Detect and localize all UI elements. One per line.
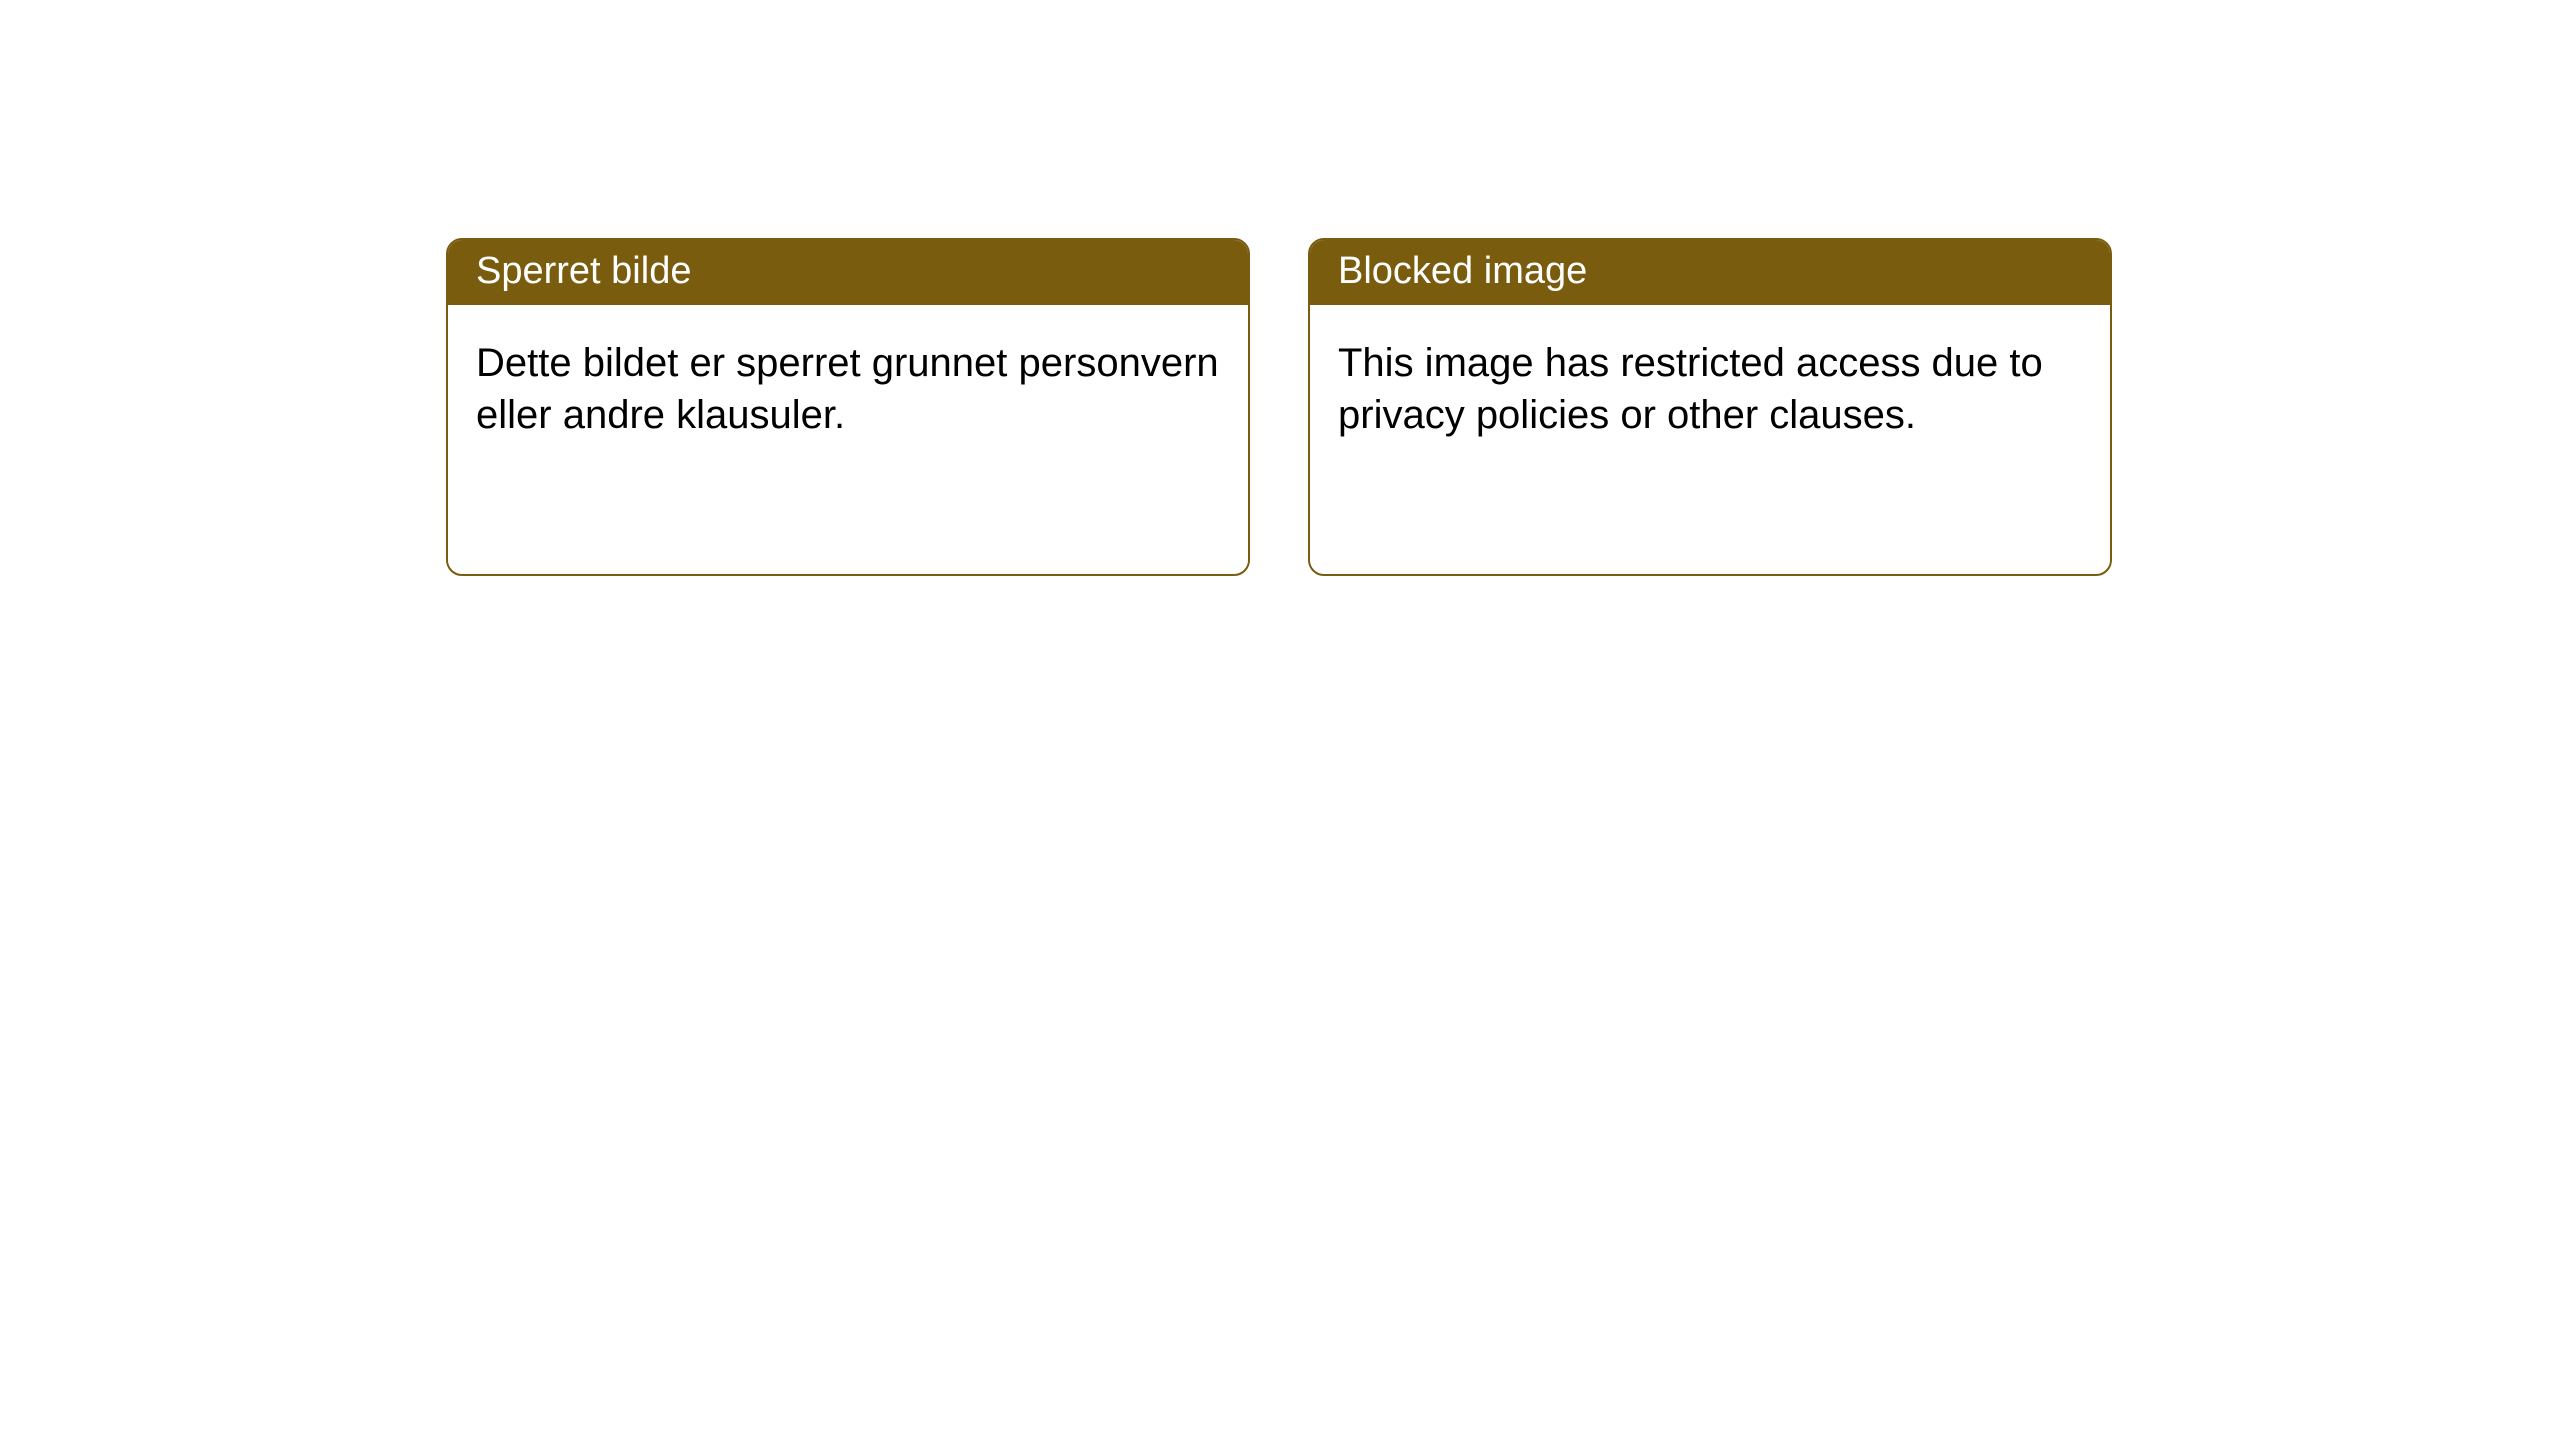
card-body-norwegian: Dette bildet er sperret grunnet personve… [448, 305, 1248, 473]
blocked-image-notices: Sperret bilde Dette bildet er sperret gr… [446, 238, 2112, 576]
card-header-english: Blocked image [1310, 240, 2110, 305]
card-header-norwegian: Sperret bilde [448, 240, 1248, 305]
card-body-english: This image has restricted access due to … [1310, 305, 2110, 473]
blocked-notice-card-english: Blocked image This image has restricted … [1308, 238, 2112, 576]
blocked-notice-card-norwegian: Sperret bilde Dette bildet er sperret gr… [446, 238, 1250, 576]
